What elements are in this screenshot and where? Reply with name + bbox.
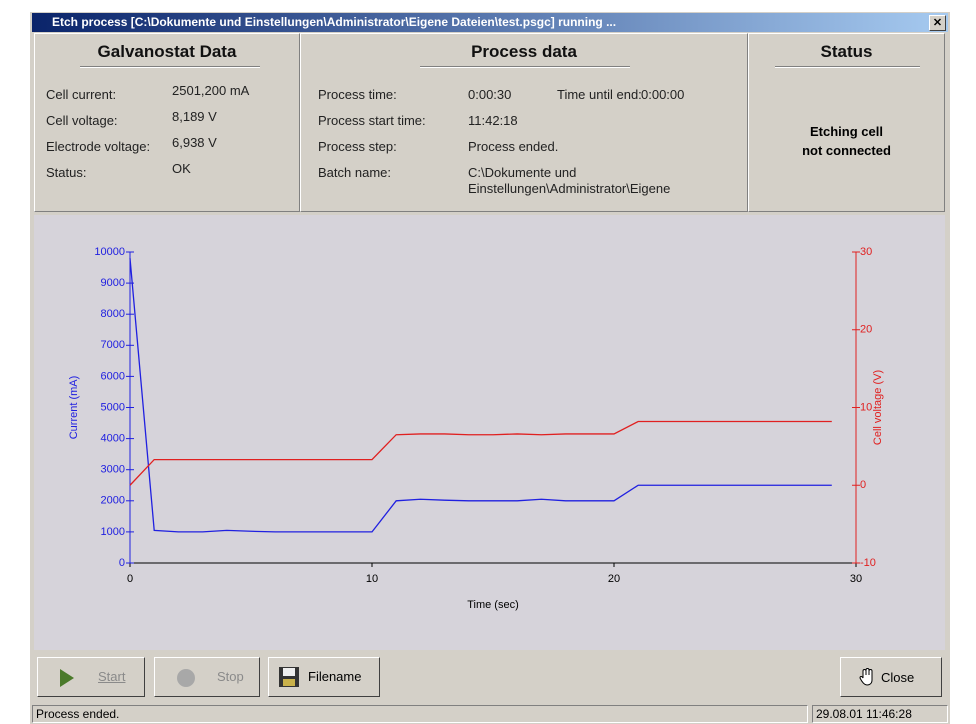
x-tick-label: 30 xyxy=(850,573,862,585)
field-label: Status: xyxy=(46,165,86,180)
field-value: 0:00:30 xyxy=(468,87,511,102)
y-axis-label: Current (mA) xyxy=(68,376,80,440)
field-value: 0:00:00 xyxy=(641,87,684,102)
y2-tick-label: 0 xyxy=(860,479,866,491)
x-axis-label: Time (sec) xyxy=(467,599,519,611)
y-tick-label: 5000 xyxy=(101,401,125,413)
separator xyxy=(80,66,260,68)
close-window-button[interactable]: ✕ xyxy=(929,15,946,31)
y-tick-label: 9000 xyxy=(101,277,125,289)
y-tick-label: 4000 xyxy=(101,433,125,445)
close-button[interactable]: Close xyxy=(840,657,942,697)
y-tick-label: 1000 xyxy=(101,526,125,538)
y2-tick-label: 30 xyxy=(860,246,872,258)
hand-icon xyxy=(859,668,875,686)
x-tick-label: 10 xyxy=(366,573,378,585)
y-tick-label: 7000 xyxy=(101,339,125,351)
field-label: Electrode voltage: xyxy=(46,139,150,154)
stop-button[interactable]: Stop xyxy=(154,657,260,697)
field-label: Time until end: xyxy=(557,87,642,102)
field-value: 6,938 V xyxy=(172,135,217,150)
panel-title: Process data xyxy=(300,42,748,62)
status-line: Etching cell xyxy=(748,122,945,141)
field-value: 8,189 V xyxy=(172,109,217,124)
stop-icon xyxy=(175,667,197,689)
field-value: Process ended. xyxy=(468,139,558,154)
field-label: Process step: xyxy=(318,139,397,154)
button-label: Stop xyxy=(217,669,244,684)
chart: 0 10 20 30 0 1000 2000 3000 4000 5000 6000 7000 8000… xyxy=(34,215,945,650)
field-label: Cell voltage: xyxy=(46,113,118,128)
y2-tick-label: -10 xyxy=(860,557,876,569)
field-label: Cell current: xyxy=(46,87,116,102)
field-value: C:\Dokumente und Einstellungen\Administr… xyxy=(468,165,718,197)
panel-title: Galvanostat Data xyxy=(34,42,300,62)
field-value: 2501,200 mA xyxy=(172,83,249,98)
y2-tick-label: 20 xyxy=(860,324,872,336)
field-label: Process time: xyxy=(318,87,397,102)
window-title: Etch process [C:\Dokumente und Einstellu… xyxy=(32,15,616,29)
y-tick-label: 2000 xyxy=(101,495,125,507)
y-tick-label: 8000 xyxy=(101,308,125,320)
floppy-icon xyxy=(278,666,300,688)
data-line xyxy=(130,258,832,532)
status-bar-datetime: 29.08.01 11:46:28 xyxy=(812,705,948,723)
button-label: Filename xyxy=(308,669,361,684)
y-tick-label: 3000 xyxy=(101,464,125,476)
y-tick-label: 10000 xyxy=(94,246,125,258)
status-line: not connected xyxy=(748,141,945,160)
y2-tick-label: 10 xyxy=(860,401,872,413)
separator xyxy=(775,66,920,68)
x-tick-label: 0 xyxy=(127,573,133,585)
title-bar: Etch process [C:\Dokumente und Einstellu… xyxy=(32,13,948,32)
field-value: OK xyxy=(172,161,191,176)
panel-title: Status xyxy=(748,42,945,62)
button-label: Start xyxy=(98,669,125,684)
y-tick-label: 0 xyxy=(119,557,125,569)
field-label: Batch name: xyxy=(318,165,391,180)
x-tick-label: 20 xyxy=(608,573,620,585)
y2-axis-label: Cell voltage (V) xyxy=(872,370,884,445)
play-icon xyxy=(58,668,76,688)
field-value: 11:42:18 xyxy=(468,113,518,128)
y-tick-label: 6000 xyxy=(101,370,125,382)
field-label: Process start time: xyxy=(318,113,426,128)
status-bar-message: Process ended. xyxy=(32,705,808,723)
page: Etch process [C:\Dokumente und Einstellu… xyxy=(0,0,976,724)
start-button[interactable]: Start xyxy=(37,657,145,697)
filename-button[interactable]: Filename xyxy=(268,657,380,697)
button-label: Close xyxy=(881,670,914,685)
separator xyxy=(420,66,630,68)
data-line xyxy=(130,421,832,485)
status-message: Etching cell not connected xyxy=(748,122,945,160)
